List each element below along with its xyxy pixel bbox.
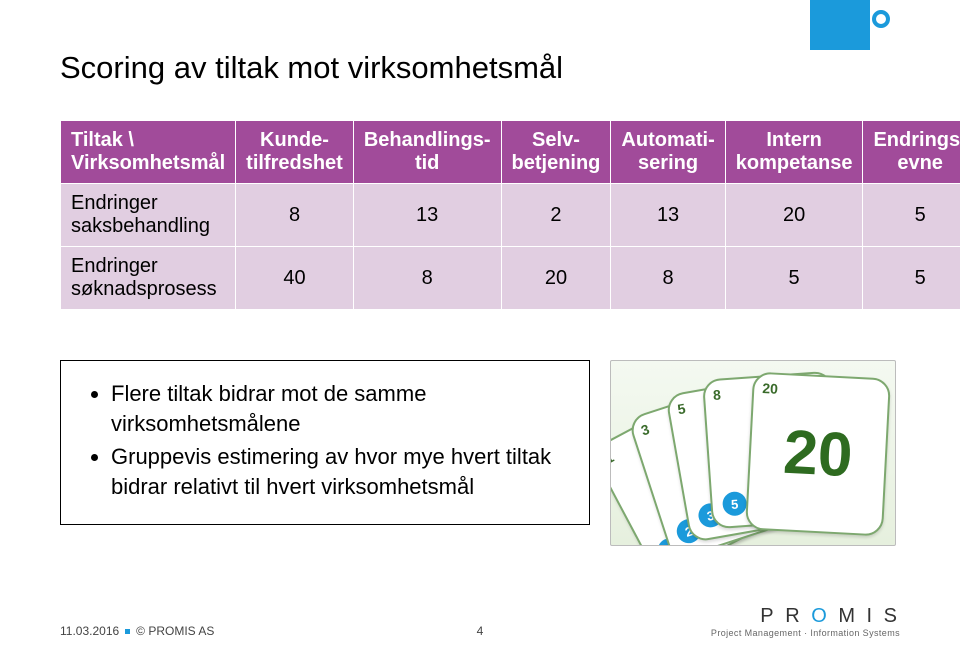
col-header-behandling: Behandlings-tid	[353, 121, 501, 184]
cell: 40	[236, 247, 354, 310]
cell: 20	[725, 184, 863, 247]
cell: 5	[725, 247, 863, 310]
footer-left: 11.03.2016 © PROMIS AS	[60, 624, 214, 638]
promis-logo: P R O M I S	[711, 605, 900, 628]
slide-title: Scoring av tiltak mot virksomhetsmål	[60, 50, 900, 86]
card-corner-value: 8	[712, 386, 721, 403]
card-center-value: 20	[782, 417, 855, 492]
planning-poker-cards-image: 1 1 3 2 5 3 8 5 20 20	[610, 360, 896, 546]
cell: 5	[863, 247, 960, 310]
col-header-kunde: Kunde-tilfredshet	[236, 121, 354, 184]
slide: Scoring av tiltak mot virksomhetsmål Til…	[0, 0, 960, 654]
card-corner-value: 20	[762, 380, 778, 397]
card-corner-value: 3	[639, 421, 651, 439]
body-row: Flere tiltak bidrar mot de samme virksom…	[60, 360, 900, 546]
scoring-table: Tiltak \ Virksomhetsmål Kunde-tilfredshe…	[60, 120, 960, 310]
footer-dot-icon	[125, 629, 130, 634]
row-label: Endringer saksbehandling	[61, 184, 236, 247]
table-row: Endringer saksbehandling 8 13 2 13 20 5	[61, 184, 960, 247]
cell: 13	[353, 184, 501, 247]
cell: 5	[863, 184, 960, 247]
poker-card-front: 20 20	[745, 371, 891, 536]
cell: 8	[353, 247, 501, 310]
col-header-selv: Selv-betjening	[501, 121, 611, 184]
cell: 8	[611, 247, 725, 310]
cell: 20	[501, 247, 611, 310]
promis-tagline: Project Management · Information Systems	[711, 628, 900, 638]
col-header-endrings: Endrings-evne	[863, 121, 960, 184]
col-header-intern: Internkompetanse	[725, 121, 863, 184]
row-label: Endringer søknadsprosess	[61, 247, 236, 310]
cell: 13	[611, 184, 725, 247]
footer-right: P R O M I S Project Management · Informa…	[711, 605, 900, 638]
table-row: Endringer søknadsprosess 40 8 20 8 5 5	[61, 247, 960, 310]
footer-date: 11.03.2016	[60, 624, 119, 638]
bullet-item: Gruppevis estimering av hvor mye hvert t…	[111, 442, 569, 501]
footer: 11.03.2016 © PROMIS AS 4 P R O M I S Pro…	[60, 605, 900, 638]
table-header-row: Tiltak \ Virksomhetsmål Kunde-tilfredshe…	[61, 121, 960, 184]
cell: 2	[501, 184, 611, 247]
card-badge: 5	[722, 491, 748, 517]
cell: 8	[236, 184, 354, 247]
footer-copyright: © PROMIS AS	[136, 624, 214, 638]
bullet-item: Flere tiltak bidrar mot de samme virksom…	[111, 379, 569, 438]
footer-page-number: 4	[477, 624, 484, 638]
bullet-box: Flere tiltak bidrar mot de samme virksom…	[60, 360, 590, 525]
card-corner-value: 5	[676, 400, 686, 417]
header-accent-bar	[810, 0, 870, 50]
header-ring-icon	[872, 10, 890, 28]
col-header-tiltak: Tiltak \ Virksomhetsmål	[61, 121, 236, 184]
col-header-automati: Automati-sering	[611, 121, 725, 184]
card-corner-value: 1	[610, 449, 616, 467]
